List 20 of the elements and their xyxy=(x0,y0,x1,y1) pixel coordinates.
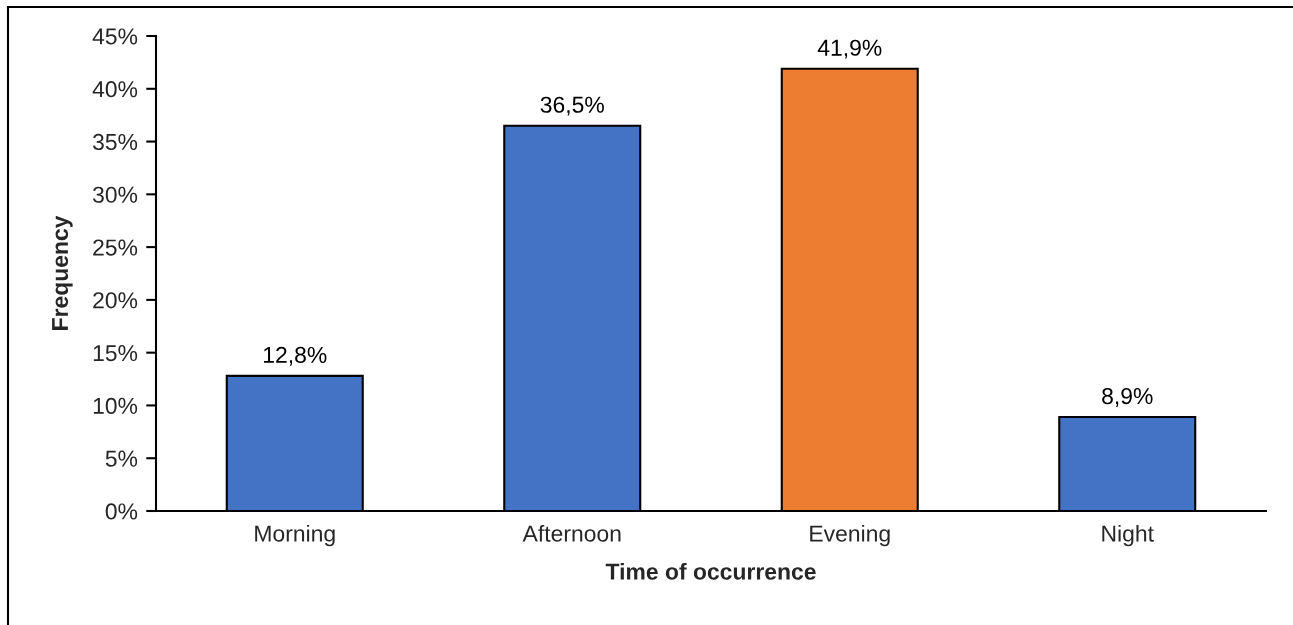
data-label: 36,5% xyxy=(540,96,604,116)
data-label: 12,8% xyxy=(264,346,327,366)
x-tick-label: Morning xyxy=(255,524,335,547)
data-label: 8,9% xyxy=(1102,387,1153,407)
y-tick-label: 40% xyxy=(92,81,138,98)
y-axis-title: Frequency xyxy=(52,215,73,330)
y-tick-label: 5% xyxy=(105,450,138,467)
y-tick-label: 20% xyxy=(93,292,138,309)
data-label: 41,9% xyxy=(817,39,882,59)
y-tick-label: 30% xyxy=(92,186,138,203)
x-axis-title: Time of occurrence xyxy=(605,562,816,580)
x-tick-label: Evening xyxy=(810,524,890,547)
x-tick-label: Night xyxy=(1102,524,1154,547)
y-tick-label: 25% xyxy=(93,239,138,256)
y-tick-label: 0% xyxy=(105,503,138,520)
x-tick-label: Afternoon xyxy=(522,524,621,542)
y-tick-label: 15% xyxy=(93,345,138,362)
y-tick-label: 45% xyxy=(92,28,138,45)
y-tick-label: 35% xyxy=(92,133,138,151)
y-tick-label: 10% xyxy=(93,397,138,414)
